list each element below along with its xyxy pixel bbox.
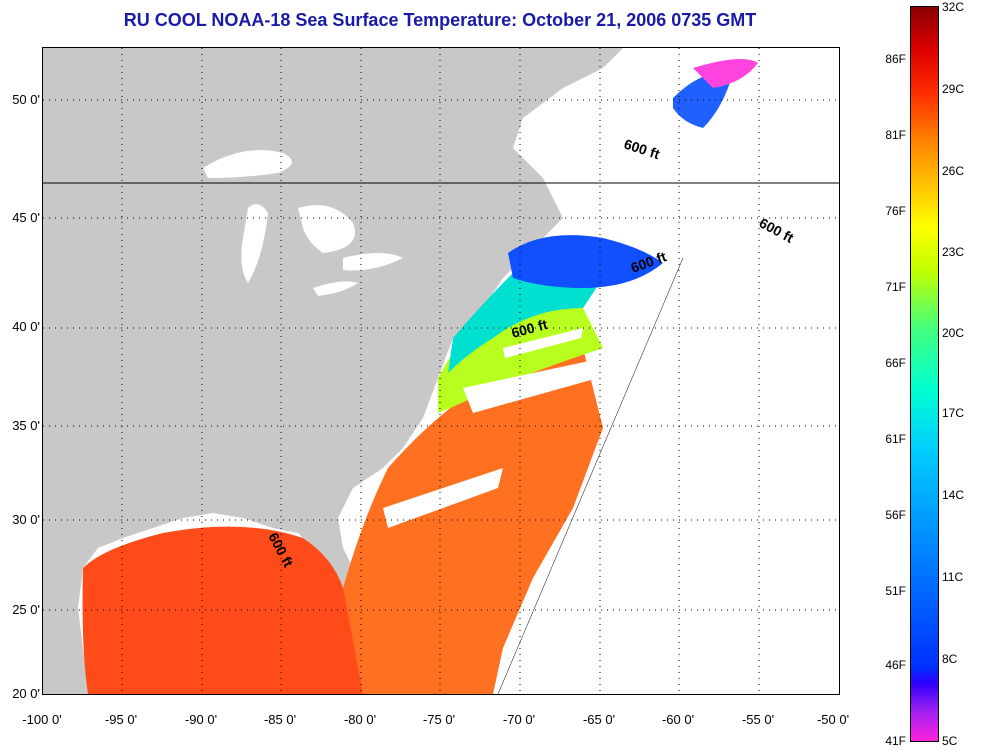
- lat-label: 25 0': [12, 602, 40, 617]
- lat-label: 40 0': [12, 319, 40, 334]
- gulf-sst: [82, 526, 364, 694]
- north-america-land: [43, 48, 623, 694]
- lat-label: 30 0': [12, 512, 40, 527]
- colorbar-c-label: 32C: [942, 0, 965, 14]
- colorbar-f-label: 51F: [885, 584, 906, 598]
- lon-label: -75 0': [422, 712, 456, 727]
- lat-label: 20 0': [12, 686, 40, 701]
- cloud-streak-1: [463, 358, 603, 413]
- temperature-colorbar: [910, 6, 939, 742]
- lat-label: 35 0': [12, 418, 40, 433]
- lon-label: -55 0': [741, 712, 775, 727]
- cloud-streak-3: [503, 328, 583, 358]
- colorbar-c-label: 8C: [942, 652, 958, 666]
- colorbar-c-label: 14C: [942, 488, 965, 502]
- colorbar-c-label: 17C: [942, 406, 965, 420]
- colorbar-c-label: 5C: [942, 734, 958, 748]
- colorbar-f-label: 76F: [885, 204, 906, 218]
- colorbar-f-label: 41F: [885, 734, 906, 748]
- st-lawrence-area: [513, 96, 839, 694]
- lon-label: -95 0': [104, 712, 138, 727]
- colorbar-c-label: 29C: [942, 82, 965, 96]
- colorbar-f-label: 46F: [885, 658, 906, 672]
- lon-label: -85 0': [263, 712, 297, 727]
- colorbar-c-label: 26C: [942, 164, 965, 178]
- lon-label: -65 0': [582, 712, 616, 727]
- lat-label: 45 0': [12, 210, 40, 225]
- lon-label: -100 0': [22, 712, 62, 727]
- lon-label: -80 0': [343, 712, 377, 727]
- colorbar-f-label: 71F: [885, 280, 906, 294]
- colorbar-f-label: 86F: [885, 52, 906, 66]
- lon-label: -50 0': [816, 712, 850, 727]
- shelf-cool-sst: [448, 266, 603, 373]
- colorbar-f-label: 56F: [885, 508, 906, 522]
- lon-label: -70 0': [502, 712, 536, 727]
- gulf-of-maine-sst: [508, 235, 663, 288]
- colorbar-c-label: 23C: [942, 245, 965, 259]
- great-lakes: [203, 150, 403, 296]
- swath-edge: [497, 257, 684, 694]
- labrador-pink: [693, 59, 758, 88]
- lon-label: -60 0': [661, 712, 695, 727]
- colorbar-f-label: 61F: [885, 432, 906, 446]
- graticule: [43, 48, 839, 694]
- colorbar-f-label: 66F: [885, 356, 906, 370]
- lon-label: -90 0': [184, 712, 218, 727]
- atlantic-warm-sst: [343, 348, 603, 694]
- cloud-streak-2: [383, 468, 503, 528]
- colorbar-f-label: 81F: [885, 128, 906, 142]
- map-canvas: 600 ft 600 ft 600 ft 600 ft 600 ft: [43, 48, 839, 694]
- map-title: RU COOL NOAA-18 Sea Surface Temperature:…: [123, 10, 757, 30]
- lat-label: 50 0': [12, 92, 40, 107]
- colorbar-c-label: 20C: [942, 326, 965, 340]
- sst-map: 600 ft 600 ft 600 ft 600 ft 600 ft: [42, 47, 840, 695]
- colorbar-c-label: 11C: [942, 570, 964, 584]
